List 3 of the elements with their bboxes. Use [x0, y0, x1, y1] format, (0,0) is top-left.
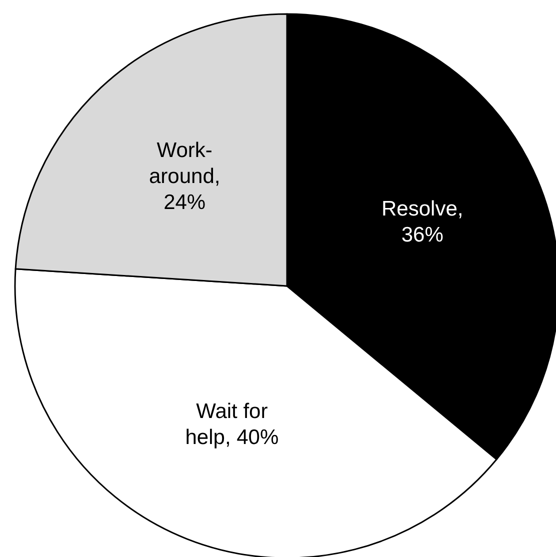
slice-label: Work-around, 24% [148, 138, 220, 214]
slice-label: Wait for help, 40% [185, 400, 279, 449]
slice-label: Resolve, 36% [382, 196, 464, 246]
